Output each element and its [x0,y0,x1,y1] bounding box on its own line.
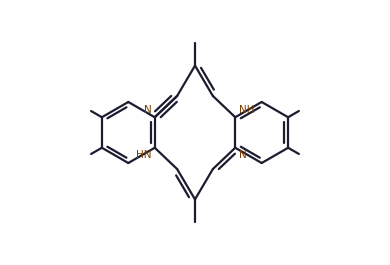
Text: HN: HN [136,150,151,160]
Text: N: N [144,105,151,115]
Text: N: N [239,150,246,160]
Text: NH: NH [239,105,254,115]
